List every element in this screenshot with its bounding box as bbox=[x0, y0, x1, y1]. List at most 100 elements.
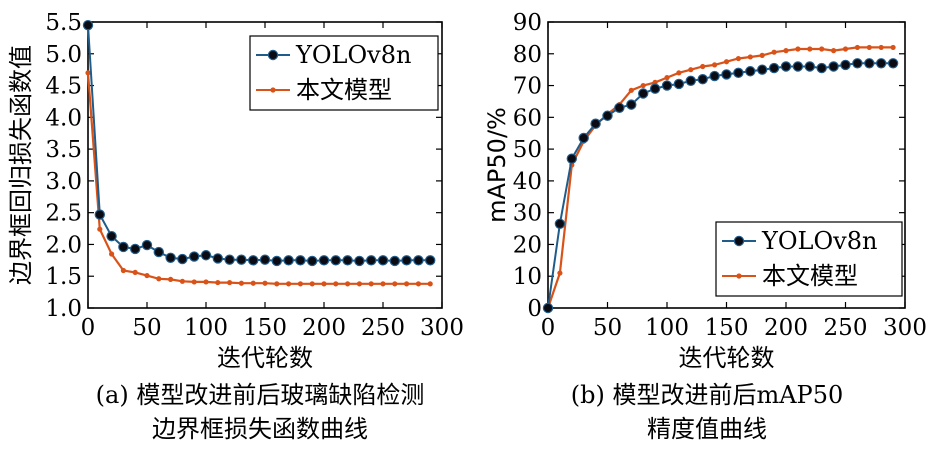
panel-a-ours-point bbox=[427, 281, 433, 287]
panel-b-yolov8n-point bbox=[757, 64, 768, 75]
panel-a-legend-marker bbox=[267, 49, 279, 61]
panel-b-ours-point bbox=[759, 52, 765, 58]
panel-b-legend-label: YOLOv8n bbox=[761, 227, 877, 255]
panel-a-yolov8n-point bbox=[366, 255, 377, 266]
panel-b-yolov8n-point bbox=[816, 62, 827, 74]
panel-b-yolov8n-point bbox=[685, 75, 697, 86]
panel-a-ours-point bbox=[345, 281, 351, 287]
panel-b-yolov8n-point bbox=[887, 58, 899, 69]
panel-a-ours-point bbox=[144, 272, 150, 279]
panel-a-ytick-label: 3.0 bbox=[45, 169, 82, 195]
panel-a-xtick-label: 0 bbox=[81, 315, 96, 341]
panel-a-xtick-label: 250 bbox=[361, 315, 405, 341]
panel-b-legend: YOLOv8n 本文模型 bbox=[715, 221, 903, 297]
panel-a-yolov8n-point bbox=[224, 254, 235, 265]
panel-b-ytick-label: 0 bbox=[527, 296, 542, 322]
panel-a-xtick-label: 50 bbox=[132, 315, 161, 341]
panel-a-yolov8n-point bbox=[413, 255, 424, 266]
panel-a-ytick-label: 1.5 bbox=[45, 264, 82, 290]
panel-b-ours-point bbox=[854, 44, 861, 51]
panel-b-ytick-label: 60 bbox=[513, 105, 542, 131]
panel-b-yolov8n-point bbox=[673, 78, 685, 90]
panel-b-yolov8n-point bbox=[780, 61, 792, 72]
panel-b-chart: 0 50 100 150 200 250 300 0 10 20 30 40 50 60 70 80 90 迭代轮… bbox=[483, 10, 927, 372]
caption-a: (a) 模型改进前后玻璃缺陷检测 边界框损失函数曲线 bbox=[10, 378, 510, 446]
panel-a-ytick-label: 4.0 bbox=[45, 105, 82, 131]
panel-a-yolov8n-point bbox=[295, 255, 306, 266]
panel-b-xtick-label: 150 bbox=[705, 315, 749, 341]
panel-b-yolov8n-point bbox=[709, 70, 720, 82]
panel-b-xtick-label: 100 bbox=[645, 315, 689, 341]
panel-b-yolov8n-point bbox=[864, 58, 875, 69]
panel-b-yolov8n-point bbox=[828, 61, 839, 72]
panel-a-yolov8n-point bbox=[200, 250, 212, 261]
panel-b-yolov8n-point bbox=[578, 132, 589, 144]
panel-b-ours-point bbox=[628, 87, 634, 93]
panel-a-ours-point bbox=[286, 281, 292, 287]
panel-a-ytick-label: 3.5 bbox=[45, 137, 82, 163]
panel-b-ours-point bbox=[842, 46, 849, 52]
panel-a-legend-box bbox=[249, 35, 439, 111]
caption-b-line1: (b) 模型改进前后mAP50 bbox=[570, 381, 844, 409]
panel-a-ours-point bbox=[191, 279, 197, 285]
panel-b-yolov8n-point bbox=[852, 58, 863, 69]
panel-b-ours-point bbox=[712, 62, 718, 68]
panel-a-chart: 0 50 100 150 200 250 300 1.0 1.5 2.0 2.5 3.0 3.5 4.0 4… bbox=[7, 10, 464, 372]
panel-a-yolov8n-point bbox=[330, 255, 341, 266]
panel-b-ytick-label: 80 bbox=[513, 42, 542, 68]
panel-b-ours-point bbox=[771, 49, 777, 55]
panel-b-ours-point bbox=[652, 79, 658, 85]
panel-b-ours-point bbox=[807, 46, 813, 52]
panel-a-legend-label: 本文模型 bbox=[296, 76, 392, 104]
panel-a-yolov8n-point bbox=[106, 230, 117, 242]
panel-b-yolov8n-point bbox=[542, 302, 554, 314]
panel-b-xtick-label: 200 bbox=[764, 315, 808, 341]
panel-b-yolov8n-point bbox=[638, 88, 649, 99]
panel-a-yolov8n-point bbox=[318, 255, 330, 266]
panel-a-ours-point bbox=[97, 226, 103, 232]
panel-b-yolov8n-point bbox=[554, 218, 566, 229]
panel-b-xtick-label: 50 bbox=[593, 315, 622, 341]
panel-a-yolov8n-point bbox=[118, 241, 129, 253]
panel-a-yolov8n-point bbox=[153, 246, 164, 258]
panel-b-yolov8n-point bbox=[804, 61, 816, 72]
panel-a-yolov8n-point bbox=[236, 254, 247, 265]
panel-b-ours-point bbox=[747, 54, 753, 60]
panel-a-ytick-label: 4.5 bbox=[45, 74, 82, 100]
panel-a-ytick-label: 5.5 bbox=[45, 10, 82, 36]
panel-b-yolov8n-point bbox=[566, 153, 578, 164]
panel-a-y-axis-label: 边界框回归损失函数值 bbox=[7, 45, 35, 285]
panel-b-ytick-label: 20 bbox=[513, 232, 542, 258]
panel-a-ours-point bbox=[168, 276, 174, 282]
panel-a-ytick-label: 5.0 bbox=[45, 42, 82, 68]
panel-b-yolov8n-point bbox=[590, 118, 601, 129]
panel-b-yolov8n-point bbox=[745, 66, 756, 77]
caption-a-line2: 边界框损失函数曲线 bbox=[152, 415, 368, 443]
panel-b-ours-point bbox=[795, 46, 801, 52]
panel-a-yolov8n-point bbox=[259, 254, 271, 265]
panel-a-ours-point bbox=[85, 70, 91, 76]
panel-a-xtick-label: 300 bbox=[420, 315, 464, 341]
panel-a-ours-point bbox=[380, 281, 386, 287]
panel-b-ours-point bbox=[676, 70, 682, 76]
panel-b-ours-point bbox=[831, 48, 837, 54]
panel-b-yolov8n-point bbox=[768, 62, 780, 74]
panel-b-yolov8n-point bbox=[602, 110, 613, 121]
panel-a-ours-point bbox=[356, 281, 362, 287]
panel-b-ytick-label: 90 bbox=[513, 10, 542, 36]
panel-a-ours-point bbox=[368, 281, 374, 287]
panel-a-ours-point bbox=[274, 281, 280, 287]
panel-a-ours-point bbox=[203, 279, 209, 285]
panel-a-legend-label: YOLOv8n bbox=[295, 41, 411, 69]
panel-b-ours-point bbox=[819, 46, 825, 52]
caption-b-line2: 精度值曲线 bbox=[647, 415, 767, 443]
panel-b-ours-point bbox=[688, 67, 694, 73]
panel-b-ytick-label: 70 bbox=[513, 74, 542, 100]
panel-b-ours-point bbox=[664, 75, 670, 81]
panel-b-yolov8n-point bbox=[876, 58, 887, 69]
panel-a-yolov8n-point bbox=[188, 251, 200, 262]
panel-a-ours-point bbox=[227, 279, 233, 286]
panel-b-yolov8n-point bbox=[626, 99, 637, 110]
panel-a-ours-point bbox=[238, 280, 244, 286]
panel-a-ours-point bbox=[392, 281, 398, 287]
